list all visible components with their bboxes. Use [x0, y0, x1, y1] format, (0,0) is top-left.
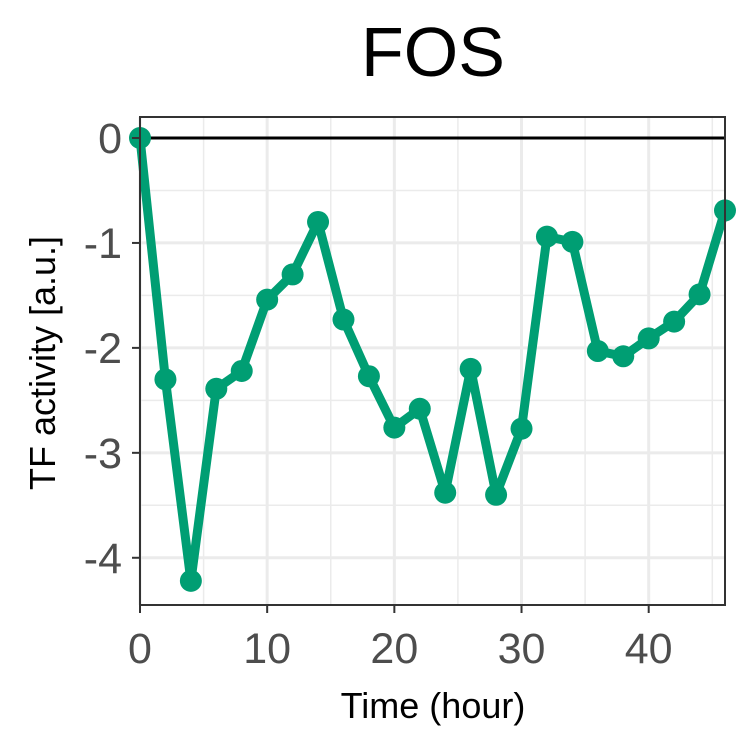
data-point — [154, 368, 177, 391]
data-point — [332, 308, 355, 331]
x-tick-label: 10 — [243, 625, 291, 673]
series-layer — [129, 126, 736, 592]
chart-title: FOS — [361, 13, 505, 91]
data-point — [307, 210, 330, 233]
x-tick-label: 40 — [625, 625, 673, 673]
x-tick-label: 20 — [370, 625, 418, 673]
y-axis-label: TF activity [a.u.] — [22, 236, 63, 490]
data-point — [256, 288, 279, 311]
x-axis-label: Time (hour) — [341, 685, 526, 726]
data-point — [357, 365, 380, 388]
data-point — [561, 230, 584, 253]
y-tick-label: -4 — [84, 535, 122, 583]
data-point — [434, 481, 457, 504]
x-tick-label: 30 — [498, 625, 546, 673]
data-point — [688, 283, 711, 306]
data-point — [205, 377, 228, 400]
x-axis: 0 10 20 30 40 — [128, 605, 673, 673]
x-tick-label: 0 — [128, 625, 152, 673]
data-point — [281, 263, 304, 286]
data-point — [459, 357, 482, 380]
y-tick-label: 0 — [98, 115, 122, 163]
data-point — [383, 416, 406, 439]
data-point — [663, 310, 686, 333]
data-point — [179, 569, 202, 592]
data-point — [535, 225, 558, 248]
y-tick-label: -2 — [84, 325, 122, 373]
y-axis: 0 -1 -2 -3 -4 — [84, 115, 140, 583]
data-point — [485, 483, 508, 506]
data-point — [510, 417, 533, 440]
y-tick-label: -1 — [84, 220, 122, 268]
y-tick-label: -3 — [84, 430, 122, 478]
data-point — [586, 340, 609, 363]
panel-border — [139, 116, 726, 606]
plot-border — [139, 116, 726, 606]
data-point — [230, 359, 253, 382]
data-point — [637, 327, 660, 350]
data-point — [408, 397, 431, 420]
data-point — [612, 345, 635, 368]
